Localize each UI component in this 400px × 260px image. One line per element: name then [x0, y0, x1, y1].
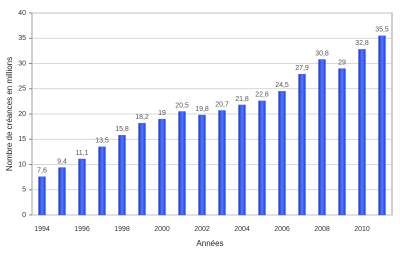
x-tick-label: 1996 — [74, 226, 90, 233]
value-label: 21,8 — [235, 96, 249, 103]
value-label: 7,6 — [37, 167, 47, 174]
bar — [218, 110, 226, 216]
value-label: 20,5 — [175, 102, 189, 109]
bar — [238, 104, 246, 216]
value-label: 30,8 — [315, 50, 329, 57]
x-tick-label: 2000 — [154, 226, 170, 233]
value-label: 35,5 — [375, 27, 389, 34]
value-label: 24,5 — [275, 82, 289, 89]
value-label: 18,2 — [135, 114, 149, 121]
x-tick-label: 2004 — [234, 226, 250, 233]
bar — [138, 122, 146, 216]
y-tick-label: 30 — [18, 60, 26, 67]
value-label: 29 — [338, 59, 346, 66]
bar — [258, 100, 266, 216]
bar — [38, 176, 46, 216]
value-label: 22,6 — [255, 92, 269, 99]
value-label: 9,4 — [57, 158, 67, 165]
y-tick-label: 25 — [18, 86, 26, 93]
y-tick-label: 10 — [18, 161, 26, 168]
bar — [158, 118, 166, 216]
value-label: 11,1 — [75, 150, 88, 157]
bar — [118, 135, 126, 216]
y-tick-label: 40 — [18, 10, 26, 17]
value-label: 20,7 — [215, 101, 229, 108]
x-tick-label: 2008 — [314, 226, 330, 233]
x-axis-label: Années — [196, 239, 223, 248]
value-label: 19 — [158, 110, 166, 117]
bar — [358, 49, 366, 216]
bar — [198, 114, 206, 216]
bar — [78, 158, 86, 216]
y-tick-label: 15 — [18, 136, 26, 143]
bar — [58, 167, 66, 216]
y-tick-label: 20 — [18, 111, 26, 118]
bar — [378, 35, 386, 216]
bar — [338, 68, 346, 216]
y-tick-label: 35 — [18, 35, 26, 42]
y-axis-label: Nombre de créances en millions — [5, 57, 14, 171]
bar — [278, 91, 286, 216]
x-tick-label: 1998 — [114, 226, 130, 233]
value-label: 32,8 — [355, 40, 369, 47]
bar — [178, 111, 186, 216]
x-tick-label: 2010 — [354, 226, 370, 233]
value-label: 27,9 — [295, 65, 309, 72]
x-tick-label: 1994 — [34, 226, 50, 233]
bar — [298, 73, 306, 216]
bar — [318, 59, 326, 216]
value-label: 13,5 — [95, 138, 109, 145]
y-tick-label: 0 — [22, 212, 26, 219]
x-tick-label: 2006 — [274, 226, 290, 233]
bar — [98, 146, 106, 216]
value-label: 15,8 — [115, 126, 129, 133]
value-label: 19,8 — [195, 106, 209, 113]
x-tick-label: 2002 — [194, 226, 210, 233]
y-tick-label: 5 — [22, 187, 26, 194]
